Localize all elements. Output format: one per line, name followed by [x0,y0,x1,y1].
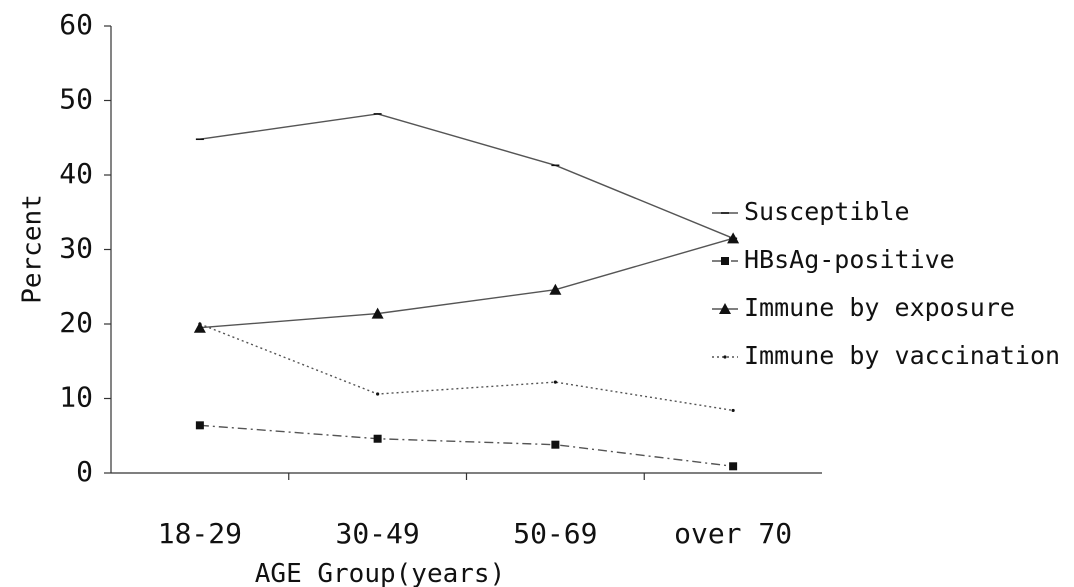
data-point-hbsag-positive [551,440,560,449]
series-layer [193,113,740,471]
legend-item-immune-by-vaccination: Immune by vaccination [712,341,1060,370]
data-point-immune-by-exposure [727,232,740,244]
data-point-immune-by-vaccination [198,322,202,326]
y-tick-label: 50 [59,83,93,116]
legend-item-hbsag-positive: HBsAg-positive [712,245,955,274]
series-line-susceptible [199,113,734,239]
legend-marker [723,355,727,359]
legend: Susceptible HBsAg-positive Immune by expos… [712,197,1060,370]
y-tick-label: 30 [59,232,93,265]
x-tick-label: 50-69 [513,517,597,550]
data-point-immune-by-vaccination [553,380,557,384]
series-line-immune-by-vaccination [199,323,734,412]
data-point-immune-by-exposure [371,307,384,319]
y-tick-label: 0 [76,455,93,488]
x-axis-title: AGE Group(years) [255,559,505,587]
series-immune-by-exposure [193,232,740,333]
y-tick-label: 10 [59,381,93,414]
series-line-hbsag-positive [199,424,734,467]
legend-label: Susceptible [744,197,910,226]
data-point-hbsag-positive [729,462,738,471]
y-tick-label: 60 [59,8,93,41]
data-point-immune-by-vaccination [731,408,735,413]
legend-marker [721,257,729,265]
legend-item-susceptible: Susceptible [712,197,910,226]
x-tick-label: over 70 [674,517,792,550]
x-tick-label: 30-49 [335,517,419,550]
series-susceptible [195,113,738,240]
series-immune-by-vaccination [198,322,735,413]
y-tick-label: 20 [59,306,93,339]
data-point-immune-by-vaccination [376,392,380,396]
data-point-immune-by-exposure [193,321,206,333]
data-point-hbsag-positive [373,434,382,443]
legend-item-immune-by-exposure: Immune by exposure [712,293,1015,322]
data-point-immune-by-exposure [549,283,562,295]
legend-label: HBsAg-positive [744,245,955,274]
data-point-hbsag-positive [195,421,204,430]
x-tick-label: 18-29 [158,517,242,550]
y-axis-title: Percent [18,194,48,304]
legend-label: Immune by exposure [744,293,1015,322]
legend-label: Immune by vaccination [744,341,1060,370]
x-ticks: 18-29 30-49 50-69 over 70 [158,473,792,550]
legend-marker [719,303,731,314]
y-tick-label: 40 [59,157,93,190]
series-hbsag-positive [195,421,738,471]
axes [110,26,822,474]
series-line-immune-by-exposure [199,237,734,329]
y-ticks: 0 10 20 30 40 50 60 [59,8,111,488]
